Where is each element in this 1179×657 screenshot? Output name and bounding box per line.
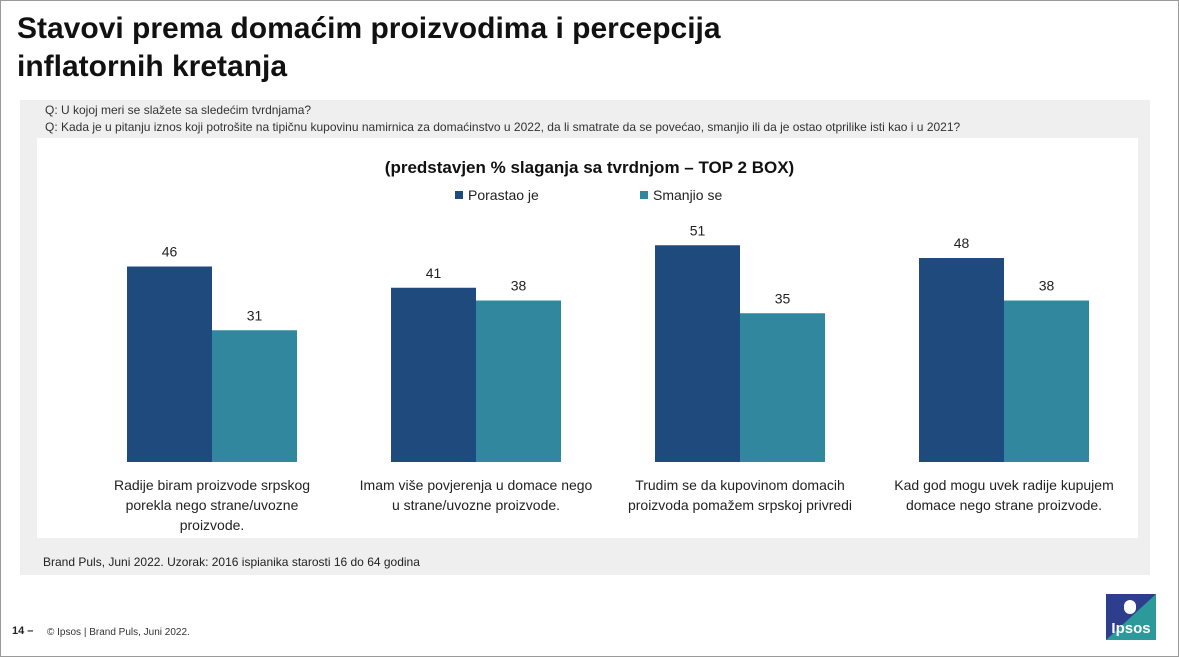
legend-label-porastao: Porastao je <box>468 187 539 203</box>
bar-smanjio-2 <box>476 300 561 462</box>
data-label-porastao-2: 41 <box>426 265 442 281</box>
category-label-4-line-2: domace nego strane proizvode. <box>905 497 1103 513</box>
category-label-2: Imam više povjerenja u domace nego u stra… <box>356 475 596 515</box>
footer-copyright: © Ipsos | Brand Puls, Juni 2022. <box>47 627 190 638</box>
data-label-smanjio-1: 31 <box>247 307 263 323</box>
bar-porastao-2 <box>391 287 476 462</box>
bar-smanjio-4 <box>1004 300 1089 462</box>
category-label-2-line-2: u strane/uvozne proizvode. <box>391 497 561 513</box>
data-label-smanjio-3: 35 <box>775 290 791 306</box>
category-label-4-line-1: Kad god mogu uvek radije kupujem <box>894 477 1114 493</box>
source-note: Brand Puls, Juni 2022. Uzorak: 2016 ispi… <box>43 555 420 569</box>
data-label-porastao-3: 51 <box>690 222 706 238</box>
legend-item-porastao: Porastao je <box>455 187 539 203</box>
legend-label-smanjio: Smanjio se <box>653 187 723 203</box>
bar-smanjio-3 <box>740 313 825 462</box>
ipsos-logo: Ipsos <box>1106 594 1156 640</box>
data-label-smanjio-2: 38 <box>511 278 527 294</box>
category-label-1-line-1: Radije biram proizvode srpskog <box>113 477 311 493</box>
slide-title-line-1: Stavovi prema domaćim proizvodima i perc… <box>17 12 721 45</box>
legend-item-smanjio: Smanjio se <box>640 187 722 203</box>
chart-title: (predstavjen % slaganja sa tvrdnjom – TO… <box>384 158 795 177</box>
bar-smanjio-1 <box>212 330 297 462</box>
question-1: Q: U kojoj meri se slažete sa sledećim t… <box>45 103 312 117</box>
bar-porastao-3 <box>655 245 740 462</box>
category-label-1-line-2: porekla nego strane/uvozne <box>125 497 299 513</box>
data-label-porastao-4: 48 <box>954 235 970 251</box>
bar-porastao-4 <box>919 258 1004 462</box>
logo-text: Ipsos <box>1111 620 1151 637</box>
category-label-2-line-1: Imam više povjerenja u domace nego <box>359 477 593 493</box>
category-label-1-line-3: proizvode. <box>179 517 245 533</box>
page-number: 14 – <box>12 625 34 637</box>
data-label-porastao-1: 46 <box>162 244 178 260</box>
legend-swatch-smanjio <box>640 191 648 199</box>
category-label-3-line-1: Trudim se da kupovinom domacih <box>635 477 845 493</box>
category-label-3: Trudim se da kupovinom domacih proizvoda … <box>620 475 860 515</box>
bar-porastao-1 <box>127 266 212 462</box>
legend-swatch-porastao <box>455 191 463 199</box>
category-label-4: Kad god mogu uvek radije kupujem domace n… <box>884 475 1124 515</box>
slide-title-line-2: inflatornih kretanja <box>17 50 288 83</box>
category-label-1: Radije biram proizvode srpskog porekla ne… <box>92 475 332 535</box>
slide-title: Stavovi prema domaćim proizvodima i perc… <box>17 10 917 86</box>
data-label-smanjio-4: 38 <box>1039 278 1055 294</box>
category-label-3-line-2: proizvoda pomažem srpskoj privredi <box>627 497 853 513</box>
question-2: Q: Kada je u pitanju iznos koji potrošit… <box>45 120 961 134</box>
